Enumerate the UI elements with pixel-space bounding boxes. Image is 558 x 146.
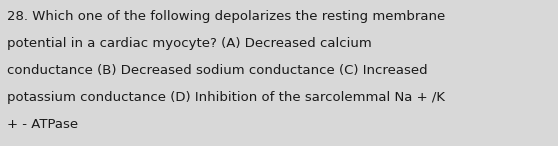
Text: potential in a cardiac myocyte? (A) Decreased calcium: potential in a cardiac myocyte? (A) Decr… [7,37,372,50]
Text: 28. Which one of the following depolarizes the resting membrane: 28. Which one of the following depolariz… [7,10,445,23]
Text: + - ATPase: + - ATPase [7,118,78,131]
Text: conductance (B) Decreased sodium conductance (C) Increased: conductance (B) Decreased sodium conduct… [7,64,427,77]
Text: potassium conductance (D) Inhibition of the sarcolemmal Na + /K: potassium conductance (D) Inhibition of … [7,91,445,104]
